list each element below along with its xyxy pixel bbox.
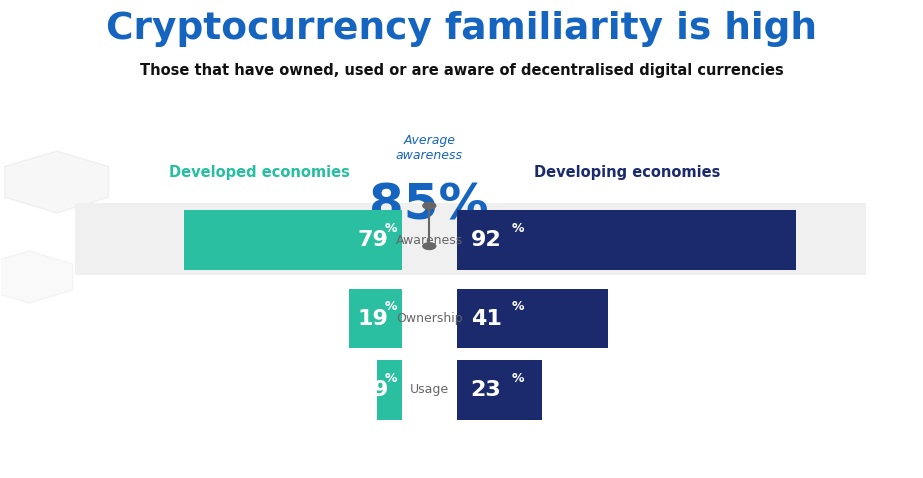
Text: Usage: Usage bbox=[410, 383, 449, 396]
FancyBboxPatch shape bbox=[349, 289, 402, 348]
Text: %: % bbox=[511, 371, 523, 384]
FancyBboxPatch shape bbox=[377, 360, 402, 420]
Text: %: % bbox=[511, 222, 523, 235]
Text: Average
awareness: Average awareness bbox=[396, 134, 462, 163]
Text: %: % bbox=[385, 222, 397, 235]
Text: Developed economies: Developed economies bbox=[169, 165, 350, 180]
Text: %: % bbox=[511, 300, 523, 313]
Text: Developing economies: Developing economies bbox=[533, 165, 720, 180]
Text: 92: 92 bbox=[471, 230, 501, 250]
Circle shape bbox=[423, 202, 436, 209]
Text: 85%: 85% bbox=[369, 182, 489, 230]
Text: Awareness: Awareness bbox=[396, 234, 463, 247]
FancyBboxPatch shape bbox=[457, 360, 542, 420]
Text: 19: 19 bbox=[357, 309, 388, 328]
Text: Those that have owned, used or are aware of decentralised digital currencies: Those that have owned, used or are aware… bbox=[139, 63, 784, 78]
Text: 79: 79 bbox=[357, 230, 388, 250]
FancyBboxPatch shape bbox=[75, 203, 867, 275]
Text: %: % bbox=[385, 371, 397, 384]
Text: Cryptocurrency familiarity is high: Cryptocurrency familiarity is high bbox=[106, 11, 817, 47]
Text: 23: 23 bbox=[471, 380, 501, 400]
Text: 9: 9 bbox=[373, 380, 388, 400]
FancyBboxPatch shape bbox=[184, 210, 402, 270]
Text: Ownership: Ownership bbox=[396, 312, 462, 325]
FancyBboxPatch shape bbox=[457, 210, 796, 270]
Circle shape bbox=[423, 243, 436, 250]
FancyBboxPatch shape bbox=[457, 289, 608, 348]
Text: %: % bbox=[385, 300, 397, 313]
Text: 41: 41 bbox=[471, 309, 501, 328]
